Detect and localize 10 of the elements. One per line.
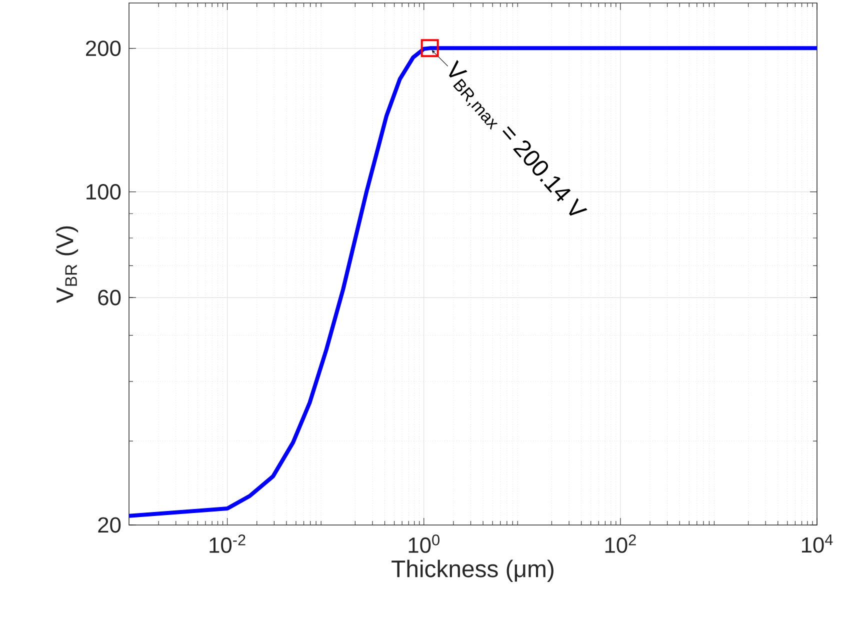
y-tick-label: 20 <box>98 517 121 533</box>
x-tick-label: 10$^{4}$ <box>802 534 833 553</box>
x-tick-label: 10$^{2}$ <box>605 534 636 553</box>
x-axis-title: Thickness (μm) <box>392 560 554 582</box>
y-tick-label: 200 <box>86 40 121 56</box>
y-tick-label: 100 <box>86 184 121 200</box>
y-axis-title: V$_{BR}$ (V) <box>56 226 78 303</box>
y-tick-label: 60 <box>98 290 121 306</box>
x-tick-label: 10$^{-2}$ <box>210 534 246 553</box>
x-tick-label: 10$^{0}$ <box>408 534 440 553</box>
